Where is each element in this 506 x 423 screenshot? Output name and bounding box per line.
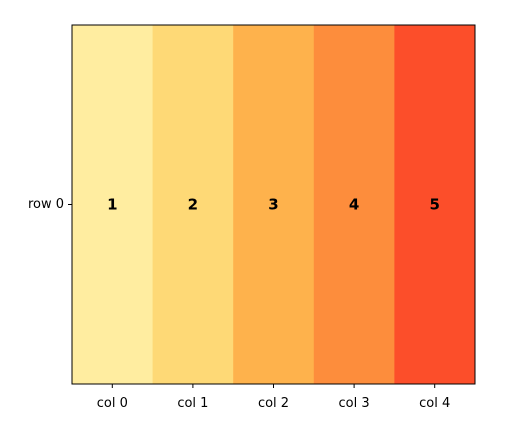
x-tick-label: col 2 [258,396,289,411]
heatmap-cells [72,25,476,384]
heatmap-cell-labels: 1 2 3 4 5 [107,196,440,214]
cell-value-label: 1 [107,196,117,214]
x-tick-label: col 4 [419,396,450,411]
cell-value-label: 2 [188,196,198,214]
heatmap-cell-r0-c4 [394,25,476,384]
x-tick-label: col 0 [97,396,128,411]
heatmap-cell-r0-c1 [152,25,234,384]
heatmap-cell-r0-c2 [233,25,315,384]
y-tick-label: row 0 [28,197,64,212]
y-axis-ticks: row 0 [28,197,72,212]
cell-value-label: 3 [268,196,278,214]
cell-value-label: 5 [429,196,439,214]
cell-value-label: 4 [349,196,359,214]
heatmap-cell-r0-c0 [72,25,154,384]
x-tick-label: col 1 [177,396,208,411]
heatmap-cell-r0-c3 [313,25,395,384]
x-tick-label: col 3 [339,396,370,411]
x-axis-ticks: col 0 col 1 col 2 col 3 col 4 [97,384,450,411]
